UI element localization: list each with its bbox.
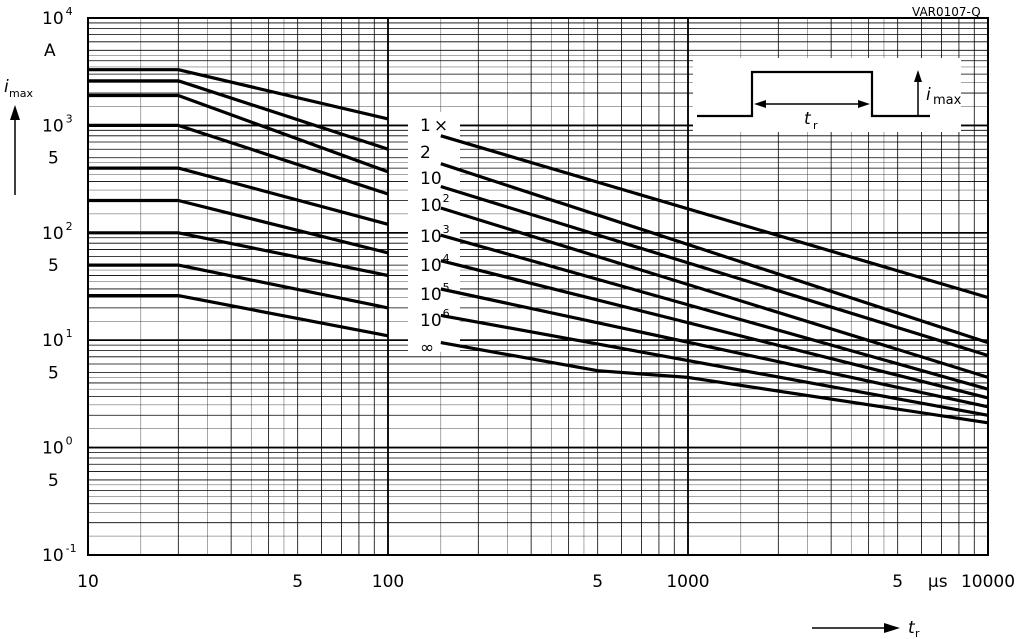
y-tick-label: 5 bbox=[48, 256, 59, 276]
inset-imax-sub: max bbox=[933, 93, 962, 108]
series-label: 105 bbox=[420, 281, 450, 305]
y-tick-label: 10 0 bbox=[42, 435, 73, 459]
series-line-1-cont bbox=[440, 162, 989, 345]
y-tick-label: 10 -1 bbox=[42, 542, 77, 566]
series-line-0-cont bbox=[440, 134, 989, 300]
y-tick-label: 5 bbox=[48, 471, 59, 491]
y-tick-label: 10 1 bbox=[42, 327, 73, 351]
figure-code: VAR0107-Q bbox=[912, 5, 981, 19]
x-tick-label: 1000 bbox=[666, 572, 709, 592]
series-label: 106 bbox=[420, 307, 450, 331]
y-tick-label: 10 4 bbox=[42, 5, 73, 29]
y-tick-labels: 10 4 10 3 5 10 2 5 10 1 5 10 0 5 10 -1 A bbox=[42, 5, 77, 566]
series-line-3 bbox=[88, 123, 389, 196]
tr-arrow-right-icon bbox=[858, 100, 870, 108]
series-line-6-cont bbox=[440, 287, 989, 409]
series-line-5-cont bbox=[440, 259, 989, 400]
series-line-8 bbox=[88, 294, 389, 338]
y-axis-label-sub: max bbox=[9, 87, 33, 100]
plot-border bbox=[87, 17, 989, 556]
series-line-7 bbox=[88, 263, 389, 310]
x-tick-label: 10000 bbox=[961, 572, 1015, 592]
series-label: ∞ bbox=[420, 338, 434, 358]
series-line-4 bbox=[88, 166, 389, 226]
inset-tr-label: t bbox=[804, 109, 812, 129]
x-axis-label: t bbox=[908, 618, 916, 638]
series-line-8-cont bbox=[440, 341, 989, 425]
y-tick-label: 5 bbox=[48, 149, 59, 169]
series-line-5 bbox=[88, 198, 389, 255]
series-line-7-cont bbox=[440, 313, 989, 417]
series-label: 1 × bbox=[420, 116, 448, 136]
y-tick-label: 10 3 bbox=[42, 112, 73, 136]
x-tick-label: 10 bbox=[77, 572, 99, 592]
y-tick-label: 5 bbox=[48, 364, 59, 384]
series-label: 102 bbox=[420, 192, 450, 216]
inset-imax-label: i bbox=[926, 85, 931, 105]
series-line-2 bbox=[88, 93, 389, 174]
series-line-1 bbox=[88, 79, 389, 151]
series-label: 10 bbox=[420, 169, 442, 189]
series-line-0 bbox=[88, 68, 389, 121]
series-line-3-cont bbox=[440, 206, 989, 379]
imax-arrow-icon bbox=[914, 70, 922, 82]
pulse-shape bbox=[697, 70, 930, 118]
series-label: 2 bbox=[420, 143, 431, 163]
y-axis-arrow-icon bbox=[10, 105, 20, 120]
series-line-4-cont bbox=[440, 233, 989, 391]
x-unit-label: µs bbox=[928, 572, 948, 592]
grid bbox=[87, 17, 989, 556]
series-label: 104 bbox=[420, 252, 450, 276]
x-tick-labels: 10 5 100 5 1000 5 10000 µs bbox=[77, 572, 1015, 592]
x-tick-label: 5 bbox=[592, 572, 603, 592]
tr-arrow-left-icon bbox=[754, 100, 766, 108]
series-line-2-cont bbox=[440, 184, 989, 358]
y-axis-label: i bbox=[4, 77, 9, 97]
x-tick-label: 5 bbox=[892, 572, 903, 592]
y-tick-label: 10 2 bbox=[42, 220, 73, 244]
pulse-inset: t r i max bbox=[693, 58, 962, 132]
x-tick-label: 5 bbox=[292, 572, 303, 592]
x-axis-label-sub: r bbox=[915, 627, 920, 639]
series-label: 103 bbox=[420, 223, 450, 247]
y-unit-label: A bbox=[44, 41, 56, 61]
label-gap bbox=[408, 112, 460, 352]
inset-tr-sub: r bbox=[813, 119, 818, 132]
series-line-6 bbox=[88, 231, 389, 278]
x-axis-arrow-icon bbox=[884, 623, 900, 633]
plot-frame bbox=[87, 17, 989, 556]
curves bbox=[88, 68, 989, 425]
x-tick-label: 100 bbox=[372, 572, 404, 592]
inset-background bbox=[693, 58, 961, 132]
